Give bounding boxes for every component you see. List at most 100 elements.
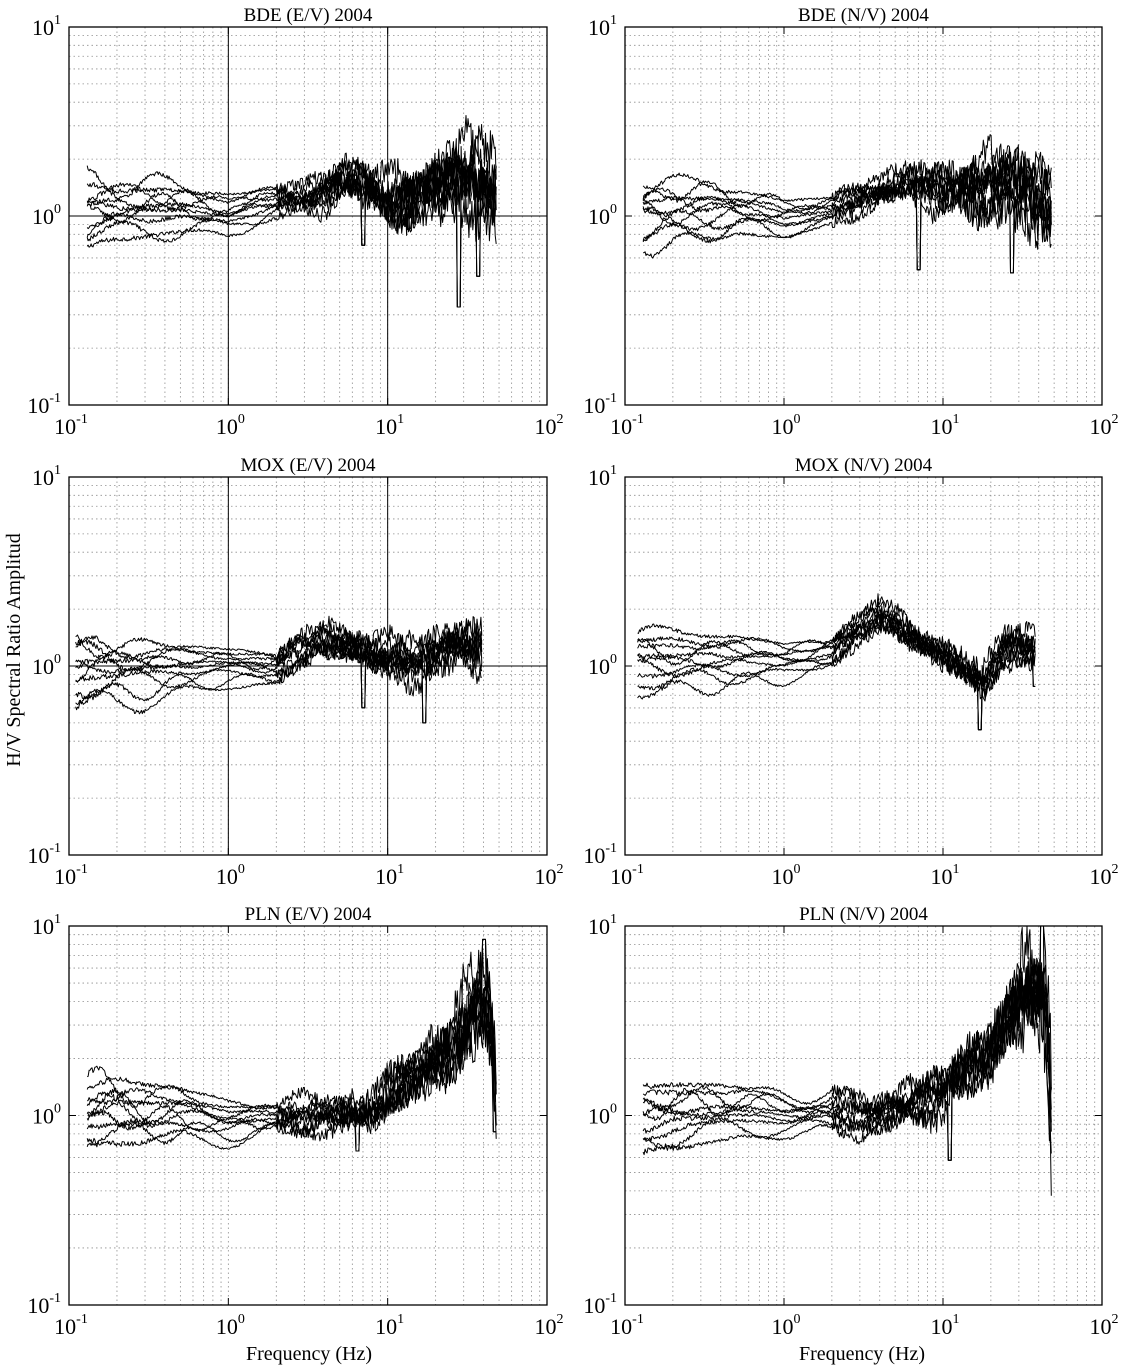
- x-tick-label-base: 10: [216, 864, 238, 889]
- x-axis-label-left: Frequency (Hz): [246, 1343, 372, 1365]
- panel-title: PLN (N/V) 2004: [799, 904, 928, 925]
- y-tick-label-exponent: 1: [610, 463, 617, 478]
- x-tick-label-base: 10: [54, 864, 76, 889]
- x-tick-label: 100: [216, 1312, 245, 1339]
- x-tick-label-base: 10: [54, 414, 76, 439]
- x-tick-label-base: 10: [54, 1314, 76, 1339]
- y-tick-label-exponent: 1: [610, 13, 617, 28]
- x-tick-label-exponent: -1: [632, 412, 644, 427]
- traces: [642, 134, 1052, 274]
- x-tick-label: 101: [931, 1312, 960, 1339]
- y-tick-label: 10-1: [27, 1291, 61, 1318]
- y-tick-label-exponent: -1: [49, 1291, 61, 1306]
- trace-10: [86, 979, 497, 1152]
- x-tick-label-base: 10: [535, 414, 557, 439]
- y-tick-label: 100: [32, 1102, 61, 1129]
- y-tick-label-exponent: -1: [49, 391, 61, 406]
- traces: [86, 938, 497, 1152]
- trace-6: [86, 948, 497, 1133]
- panel-title: BDE (N/V) 2004: [798, 5, 929, 26]
- trace-5: [87, 124, 497, 308]
- y-tick-label: 10-1: [27, 391, 61, 418]
- y-tick-label-base: 10: [588, 204, 610, 229]
- x-tick-label-exponent: 1: [397, 1312, 404, 1327]
- x-tick-label-base: 10: [610, 864, 632, 889]
- y-tick-label-base: 10: [583, 1293, 605, 1318]
- x-tick-label-exponent: 2: [557, 862, 564, 877]
- x-tick-label-exponent: 0: [794, 1312, 801, 1327]
- x-tick-label-exponent: -1: [76, 1312, 88, 1327]
- trace-4: [86, 1002, 497, 1152]
- x-tick-label-exponent: 2: [1112, 1312, 1119, 1327]
- y-tick-label: 100: [32, 202, 61, 229]
- trace-3: [637, 613, 1036, 692]
- trace-9: [637, 605, 1036, 686]
- y-tick-label-base: 10: [27, 843, 49, 868]
- x-tick-label-exponent: -1: [632, 1312, 644, 1327]
- x-tick-label-exponent: 0: [794, 862, 801, 877]
- x-tick-label-base: 10: [1090, 1314, 1112, 1339]
- y-tick-label-base: 10: [588, 1104, 610, 1129]
- x-tick-label: 101: [931, 412, 960, 439]
- x-tick-label: 100: [216, 862, 245, 889]
- y-tick-label: 101: [588, 912, 617, 939]
- x-tick-label-exponent: 0: [794, 412, 801, 427]
- y-tick-label-base: 10: [27, 1293, 49, 1318]
- y-tick-label: 101: [588, 463, 617, 490]
- y-tick-label-base: 10: [583, 393, 605, 418]
- x-tick-label-exponent: 1: [953, 412, 960, 427]
- x-tick-label-exponent: 0: [238, 862, 245, 877]
- y-tick-label-base: 10: [27, 393, 49, 418]
- x-tick-label: 101: [375, 412, 404, 439]
- y-tick-label: 100: [588, 202, 617, 229]
- trace-3: [642, 144, 1052, 243]
- trace-10: [642, 958, 1052, 1161]
- x-tick-label: 102: [535, 862, 564, 889]
- y-tick-label-base: 10: [588, 654, 610, 679]
- y-tick-label-exponent: 0: [54, 202, 61, 217]
- y-tick-label-exponent: 0: [610, 202, 617, 217]
- y-tick-label-base: 10: [32, 465, 54, 490]
- trace-1: [75, 627, 483, 715]
- x-tick-label-exponent: 1: [397, 412, 404, 427]
- y-tick-label: 10-1: [27, 841, 61, 868]
- x-tick-label-base: 10: [375, 414, 397, 439]
- x-tick-label: 10-1: [610, 412, 644, 439]
- y-tick-label: 100: [588, 652, 617, 679]
- x-tick-label-exponent: 2: [1112, 862, 1119, 877]
- y-tick-label: 10-1: [583, 841, 617, 868]
- trace-10: [642, 134, 1052, 271]
- trace-4: [75, 629, 483, 709]
- y-tick-label-exponent: -1: [605, 391, 617, 406]
- y-tick-label: 100: [32, 652, 61, 679]
- trace-4: [642, 165, 1052, 271]
- x-tick-label-base: 10: [216, 1314, 238, 1339]
- y-tick-label-exponent: 0: [610, 1102, 617, 1117]
- y-tick-label-exponent: -1: [49, 841, 61, 856]
- x-tick-label-exponent: -1: [76, 862, 88, 877]
- grid: [625, 477, 1102, 855]
- x-tick-label-base: 10: [931, 864, 953, 889]
- traces: [642, 925, 1052, 1196]
- panel-title: PLN (E/V) 2004: [245, 904, 372, 925]
- y-tick-label: 101: [32, 13, 61, 40]
- x-tick-label-exponent: 2: [557, 1312, 564, 1327]
- x-tick-label-base: 10: [772, 1314, 794, 1339]
- trace-2: [642, 925, 1052, 1196]
- y-tick-label-base: 10: [588, 914, 610, 939]
- y-tick-label-base: 10: [32, 15, 54, 40]
- y-tick-label-exponent: 0: [54, 1102, 61, 1117]
- x-tick-label-exponent: 0: [238, 1312, 245, 1327]
- x-tick-label-base: 10: [931, 1314, 953, 1339]
- x-tick-label-base: 10: [610, 1314, 632, 1339]
- y-tick-label: 101: [588, 13, 617, 40]
- trace-7: [642, 925, 1052, 1161]
- x-tick-label-exponent: 1: [953, 862, 960, 877]
- y-tick-label: 101: [32, 912, 61, 939]
- x-tick-label: 10-1: [610, 862, 644, 889]
- x-tick-label-exponent: 1: [397, 862, 404, 877]
- x-tick-label-base: 10: [772, 414, 794, 439]
